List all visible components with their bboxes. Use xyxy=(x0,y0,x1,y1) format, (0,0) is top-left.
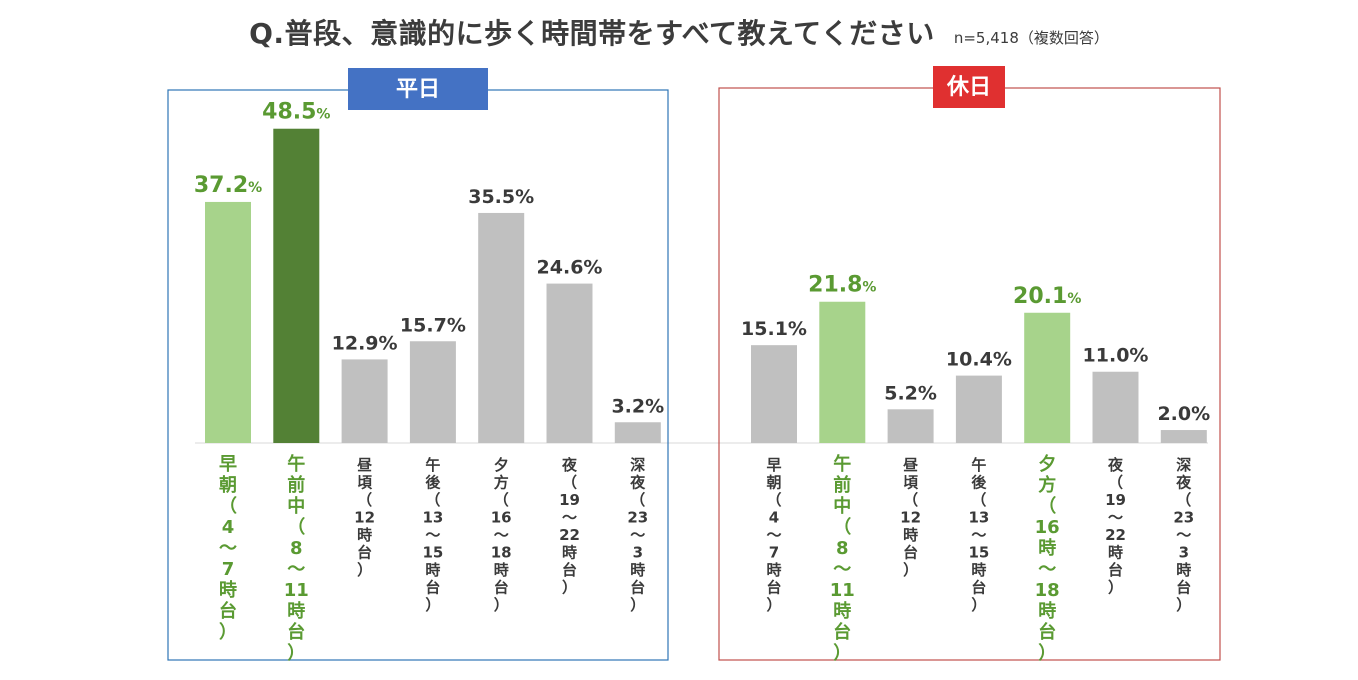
bar xyxy=(205,201,251,443)
data-label: 3.2% xyxy=(611,395,664,417)
bar xyxy=(341,359,388,443)
bar xyxy=(1160,430,1207,443)
category-label: 昼頃（ 12 時台） xyxy=(900,456,921,579)
panel-tag xyxy=(348,68,488,110)
bar xyxy=(819,301,866,443)
category-label: 深夜（ 23 ～ 3 時台） xyxy=(1173,456,1194,614)
category-label: 夜（ 19 ～ 22 時台） xyxy=(559,456,580,597)
bar xyxy=(273,128,320,443)
category-label: 昼頃（ 12 時台） xyxy=(354,456,375,579)
data-label: 24.6% xyxy=(537,257,603,279)
bar xyxy=(751,345,797,443)
panel-weekday: 平日 37.2% 早朝（ 4 ～ 7 時台） 48.5% 午前中（ 8 ～ 11 時台） 12.9% 昼頃（… xyxy=(167,68,669,664)
category-label: 早朝（ 4 ～ 7 時台） xyxy=(219,454,237,643)
bar xyxy=(478,212,525,443)
bar xyxy=(614,422,661,443)
bar xyxy=(955,375,1002,443)
data-label: 35.5% xyxy=(468,186,534,208)
bar xyxy=(1092,371,1139,443)
data-label: 15.1% xyxy=(741,318,807,340)
sample-size-note: n=5,418（複数回答） xyxy=(953,29,1109,47)
category-label: 夕方（ 16 ～ 18 時台） xyxy=(491,456,512,614)
data-label: 2.0% xyxy=(1157,403,1210,425)
data-label: 20.1% xyxy=(1013,284,1081,309)
category-label: 午後（ 13 ～ 15 時台） xyxy=(422,456,443,614)
bar xyxy=(887,409,934,443)
data-label: 48.5% xyxy=(262,100,330,125)
data-label: 12.9% xyxy=(332,332,398,354)
category-label: 夕方（ 16 時～ 18 時台） xyxy=(1035,453,1060,664)
panel-holiday: 休日 15.1% 早朝（ 4 ～ 7 時台） 21.8% 午前中（ 8 ～ 11 時台） 5.2% 昼頃（ 1… xyxy=(718,66,1221,664)
chart-title-row: Q.普段、意識的に歩く時間帯をすべて教えてください n=5,418（複数回答） xyxy=(0,12,1358,52)
category-label: 早朝（ 4 ～ 7 時台） xyxy=(766,456,781,614)
bar xyxy=(1024,312,1071,443)
category-label: 深夜（ 23 ～ 3 時台） xyxy=(627,456,648,614)
data-label: 11.0% xyxy=(1083,345,1149,367)
data-label: 10.4% xyxy=(946,349,1012,371)
data-label: 15.7% xyxy=(400,314,466,336)
category-label: 午後（ 13 ～ 15 時台） xyxy=(968,456,989,614)
data-label: 21.8% xyxy=(808,273,876,298)
data-label: 37.2% xyxy=(194,173,262,198)
category-label: 午前中（ 8 ～ 11 時台） xyxy=(830,453,855,664)
bar xyxy=(546,283,593,443)
panel-title: 平日 xyxy=(396,77,440,102)
bar xyxy=(409,341,456,443)
chart-title: Q.普段、意識的に歩く時間帯をすべて教えてください xyxy=(249,17,935,50)
panel-title: 休日 xyxy=(946,75,991,100)
panel-tag xyxy=(933,66,1005,108)
category-label: 夜（ 19 ～ 22 時台） xyxy=(1105,456,1126,597)
data-label: 5.2% xyxy=(884,382,937,404)
category-label: 午前中（ 8 ～ 11 時台） xyxy=(284,453,309,664)
